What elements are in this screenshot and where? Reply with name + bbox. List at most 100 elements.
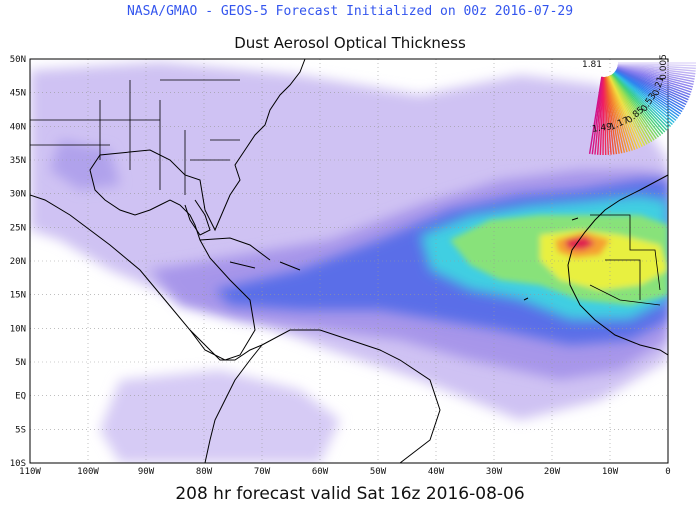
colorbar-ray <box>604 76 615 155</box>
dust-field <box>30 62 668 463</box>
lon-tick-label: 110W <box>19 467 41 477</box>
map-subtitle: Dust Aerosol Optical Thickness <box>234 34 466 52</box>
colorbar-ray <box>617 64 695 80</box>
colorbar-ray <box>614 71 677 121</box>
colorbar-ray <box>610 74 653 142</box>
colorbar-ray <box>604 76 612 155</box>
colorbar-ray <box>608 75 641 149</box>
country-borders <box>30 79 661 306</box>
colorbar-ray <box>617 63 696 75</box>
coastlines <box>30 59 668 463</box>
colorbar-ray <box>603 76 610 155</box>
colorbar-ray <box>615 69 686 108</box>
lat-tick-label: 45N <box>10 89 26 99</box>
lat-tick-label: 25N <box>10 223 26 233</box>
lon-tick-label: 0 <box>665 467 670 477</box>
colorbar-ray <box>610 74 651 144</box>
colorbar-ray <box>609 75 646 146</box>
dust-light-patch <box>50 140 120 190</box>
colorbar-ray <box>607 76 633 151</box>
graticule <box>30 59 668 463</box>
africa-coast <box>567 174 668 356</box>
colorbar-ray <box>591 76 603 155</box>
colorbar-ray <box>611 74 655 141</box>
colorbar-ray <box>617 65 695 83</box>
colorbar-ray <box>613 72 668 131</box>
lat-tick-label: 15N <box>10 291 26 301</box>
lon-tick-label: 10W <box>602 467 619 477</box>
colorbar-label: 1.49 <box>592 122 613 135</box>
colorbar-ray <box>613 72 670 129</box>
lon-tick-label: 30W <box>486 467 503 477</box>
colorbar-ray <box>609 75 643 147</box>
lon-tick-label: 100W <box>77 467 99 477</box>
lat-tick-label: 30N <box>10 190 26 200</box>
axis-ticks: 50N 45N 40N 35N 30N 25N 20N 15N 10N 5N EQ 5S 10S110W… <box>10 55 671 477</box>
colorbar-ray <box>602 76 605 156</box>
colorbar-ray <box>614 71 675 124</box>
colorbar-label: 0.005 <box>659 54 669 80</box>
colorbar-ray <box>612 73 664 135</box>
dust-red-core <box>565 236 595 250</box>
colorbar-ray <box>607 76 631 152</box>
florida <box>184 199 211 236</box>
lat-tick-label: 20N <box>10 257 26 267</box>
lon-tick-label: 40W <box>428 467 445 477</box>
lat-tick-label: 10S <box>10 459 26 469</box>
colorbar-ray <box>588 76 603 154</box>
colorbar-ray <box>608 75 638 150</box>
map-frame <box>29 58 669 464</box>
colorbar-ray <box>594 76 604 155</box>
lat-tick-label: 50N <box>10 55 26 65</box>
colorbar-ray <box>616 67 691 96</box>
colorbar-ray <box>613 72 672 127</box>
map-title: NASA/GMAO - GEOS-5 Forecast Initialized … <box>126 4 574 19</box>
colorbar-ray <box>616 68 688 103</box>
colorbar-ray <box>617 65 694 86</box>
colorbar-ray <box>612 73 662 136</box>
colorbar-ray <box>617 66 692 93</box>
canary-cape-verde <box>523 217 579 301</box>
colorbar-ray <box>605 76 620 154</box>
colorbar-ray <box>616 67 690 98</box>
colorbar-ray <box>609 75 648 145</box>
lon-tick-label: 60W <box>312 467 329 477</box>
colorbar-ray <box>616 67 689 101</box>
colorbar-ray <box>617 63 696 72</box>
caribbean-islands <box>199 237 301 271</box>
south-america-coast <box>204 329 441 463</box>
colorbar-ray <box>608 75 636 150</box>
colorbar-ray <box>612 73 666 133</box>
colorbar-ray <box>617 65 694 88</box>
lat-tick-label: 10N <box>10 324 26 334</box>
lat-tick-label: 35N <box>10 156 26 166</box>
colorbar-ray <box>615 69 684 110</box>
lon-tick-label: 20W <box>544 467 561 477</box>
colorbar-ray <box>605 76 618 155</box>
colorbar-ray <box>615 70 680 117</box>
colorbar-ray <box>617 62 696 67</box>
us-state-lines <box>30 79 240 195</box>
colorbar-ray <box>599 76 605 155</box>
colorbar-ray <box>615 69 683 113</box>
colorbar-label: 1.81 <box>582 60 602 70</box>
colorbar-ray <box>606 76 623 154</box>
colorbar-ray <box>606 76 628 153</box>
colorbar-ray <box>616 68 687 106</box>
colorbar-ray <box>617 64 696 78</box>
dust-low-region-south <box>100 370 340 463</box>
colorbar-ray <box>615 70 682 115</box>
lat-tick-label: 5S <box>15 425 26 435</box>
africa-borders <box>589 214 661 306</box>
colorbar-ray <box>606 76 626 153</box>
colorbar: 1.811.491.170.850.530.210.005 <box>582 54 696 156</box>
lon-tick-label: 80W <box>196 467 213 477</box>
colorbar-ray <box>617 63 696 70</box>
central-america-coast <box>189 329 263 361</box>
lat-tick-label: 40N <box>10 122 26 132</box>
lat-tick-label: 5N <box>15 358 26 368</box>
forecast-valid-time: 208 hr forecast valid Sat 16z 2016-08-06 <box>175 484 525 504</box>
colorbar-ray <box>596 76 604 155</box>
colorbar-ray <box>613 71 673 126</box>
